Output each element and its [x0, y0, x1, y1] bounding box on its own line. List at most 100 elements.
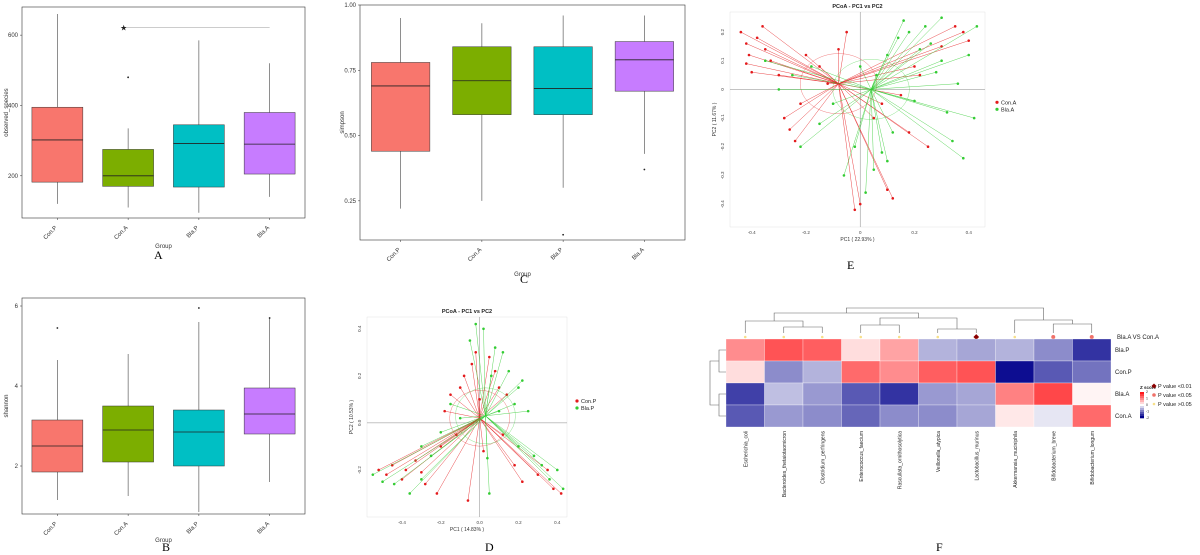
column-label: Clostridium_perfringens — [820, 431, 826, 484]
pvalue-marker — [782, 335, 786, 339]
x-tick-label: 0.4 — [554, 520, 561, 525]
point-Con.A — [799, 102, 802, 106]
point-Bla.A — [891, 131, 895, 134]
spider-line — [870, 89, 953, 142]
point-Bla.P — [488, 492, 491, 495]
point-Bla.A — [929, 42, 933, 45]
heatmap-cell — [841, 382, 881, 406]
outlier-point — [197, 307, 200, 309]
point-Con.P — [458, 386, 462, 389]
point-Bla.P — [392, 482, 396, 486]
y-axis-title: PC2 ( 10.53% ) — [349, 400, 355, 435]
row-label: Con.P — [1115, 370, 1132, 376]
legend-label: Bla.A — [1001, 107, 1014, 113]
point-Bla.A — [842, 174, 846, 177]
point-Bla.P — [468, 339, 472, 342]
spider-line — [471, 364, 480, 419]
x-tick-label: -0.2 — [802, 230, 810, 235]
spider-line — [865, 89, 872, 193]
spider-line — [479, 371, 496, 419]
x-axis-title: PC1 ( 14.83% ) — [450, 527, 485, 533]
spider-line — [485, 415, 550, 480]
zscore-gradient-step — [1140, 394, 1144, 397]
point-Con.A — [858, 202, 862, 206]
point-Con.A — [793, 139, 797, 143]
x-tick-label: -0.4 — [398, 520, 406, 525]
spider-line — [819, 66, 839, 84]
zscore-title: Z score — [1140, 385, 1157, 390]
x-tick-label: Con.P — [43, 521, 59, 537]
pvalue-marker — [973, 334, 980, 340]
point-Bla.A — [961, 156, 965, 160]
column-label: Bifidobacterium_longum — [1090, 431, 1096, 485]
heatmap-cell — [956, 360, 996, 384]
point-Bla.P — [439, 430, 443, 434]
pvalue-marker — [936, 335, 940, 339]
heatmap-cell — [725, 382, 765, 406]
heatmap-cell — [764, 404, 804, 428]
legend-label: Bla.P — [581, 406, 594, 412]
point-Bla.P — [517, 386, 520, 389]
spider-line — [765, 49, 839, 84]
col-dendrogram — [860, 324, 900, 333]
x-tick-label: Bla.A — [257, 521, 271, 535]
point-Con.A — [872, 116, 876, 120]
point-Bla.A — [799, 145, 802, 149]
heatmap-cell — [918, 382, 958, 406]
group-ellipse — [449, 389, 510, 447]
spider-line — [870, 89, 875, 170]
spider-line — [838, 31, 964, 84]
legend-marker — [1152, 393, 1156, 397]
point-Con.A — [744, 62, 748, 65]
point-Bla.A — [967, 53, 971, 57]
row-label: Bla.P — [1115, 348, 1129, 354]
spider-line — [382, 415, 486, 482]
x-tick-label: Con.A — [467, 247, 483, 263]
heatmap-cell — [802, 382, 842, 406]
zscore-gradient-step — [1140, 398, 1144, 401]
spider-line — [440, 415, 486, 433]
heatmap-cell — [918, 338, 958, 362]
spider-line — [467, 418, 480, 501]
x-tick-label: Bla.A — [257, 225, 271, 239]
column-label: Escherichia_coli — [743, 431, 749, 467]
chart-c: 0.25 0.50 0.75 1.00 Con.P Con.A Bla.P Bla.A Grou… — [340, 3, 686, 278]
spider-line — [765, 60, 872, 90]
spider-line — [870, 89, 893, 133]
spider-line — [485, 352, 504, 416]
legend-label: Con.P — [581, 399, 597, 405]
significance-star: ★ — [120, 23, 127, 32]
spider-line — [746, 63, 839, 84]
spider-line — [479, 387, 500, 419]
outlier-point — [643, 168, 646, 171]
spider-line — [870, 60, 942, 90]
spider-line — [463, 375, 480, 419]
heatmap-cell — [764, 338, 804, 362]
point-Bla.A — [896, 36, 900, 40]
spider-line — [485, 380, 523, 417]
point-Con.A — [761, 25, 764, 28]
box-Bla.P — [533, 46, 593, 115]
point-Bla.A — [918, 47, 922, 51]
box-Bla.A — [243, 112, 296, 175]
point-Bla.A — [864, 191, 867, 194]
spider-line — [792, 74, 872, 90]
group-ellipse — [455, 387, 516, 445]
x-tick-label: Con.A — [113, 521, 129, 537]
legend-marker — [1152, 402, 1156, 406]
y-tick-label: 4 — [15, 384, 19, 390]
outlier-point — [268, 317, 271, 319]
spider-line — [778, 74, 839, 84]
point-Bla.P — [408, 492, 412, 495]
x-tick-label: Bla.A — [631, 247, 645, 261]
point-Bla.A — [956, 82, 960, 85]
spider-line — [460, 415, 486, 419]
heatmap-cell — [879, 338, 919, 362]
zscore-gradient-step — [1140, 406, 1144, 409]
spider-line — [800, 89, 872, 147]
heatmap-cell — [995, 382, 1035, 406]
outlier-point — [56, 327, 59, 329]
point-Con.A — [777, 73, 781, 77]
spider-line — [485, 410, 529, 417]
spider-line — [838, 40, 969, 84]
